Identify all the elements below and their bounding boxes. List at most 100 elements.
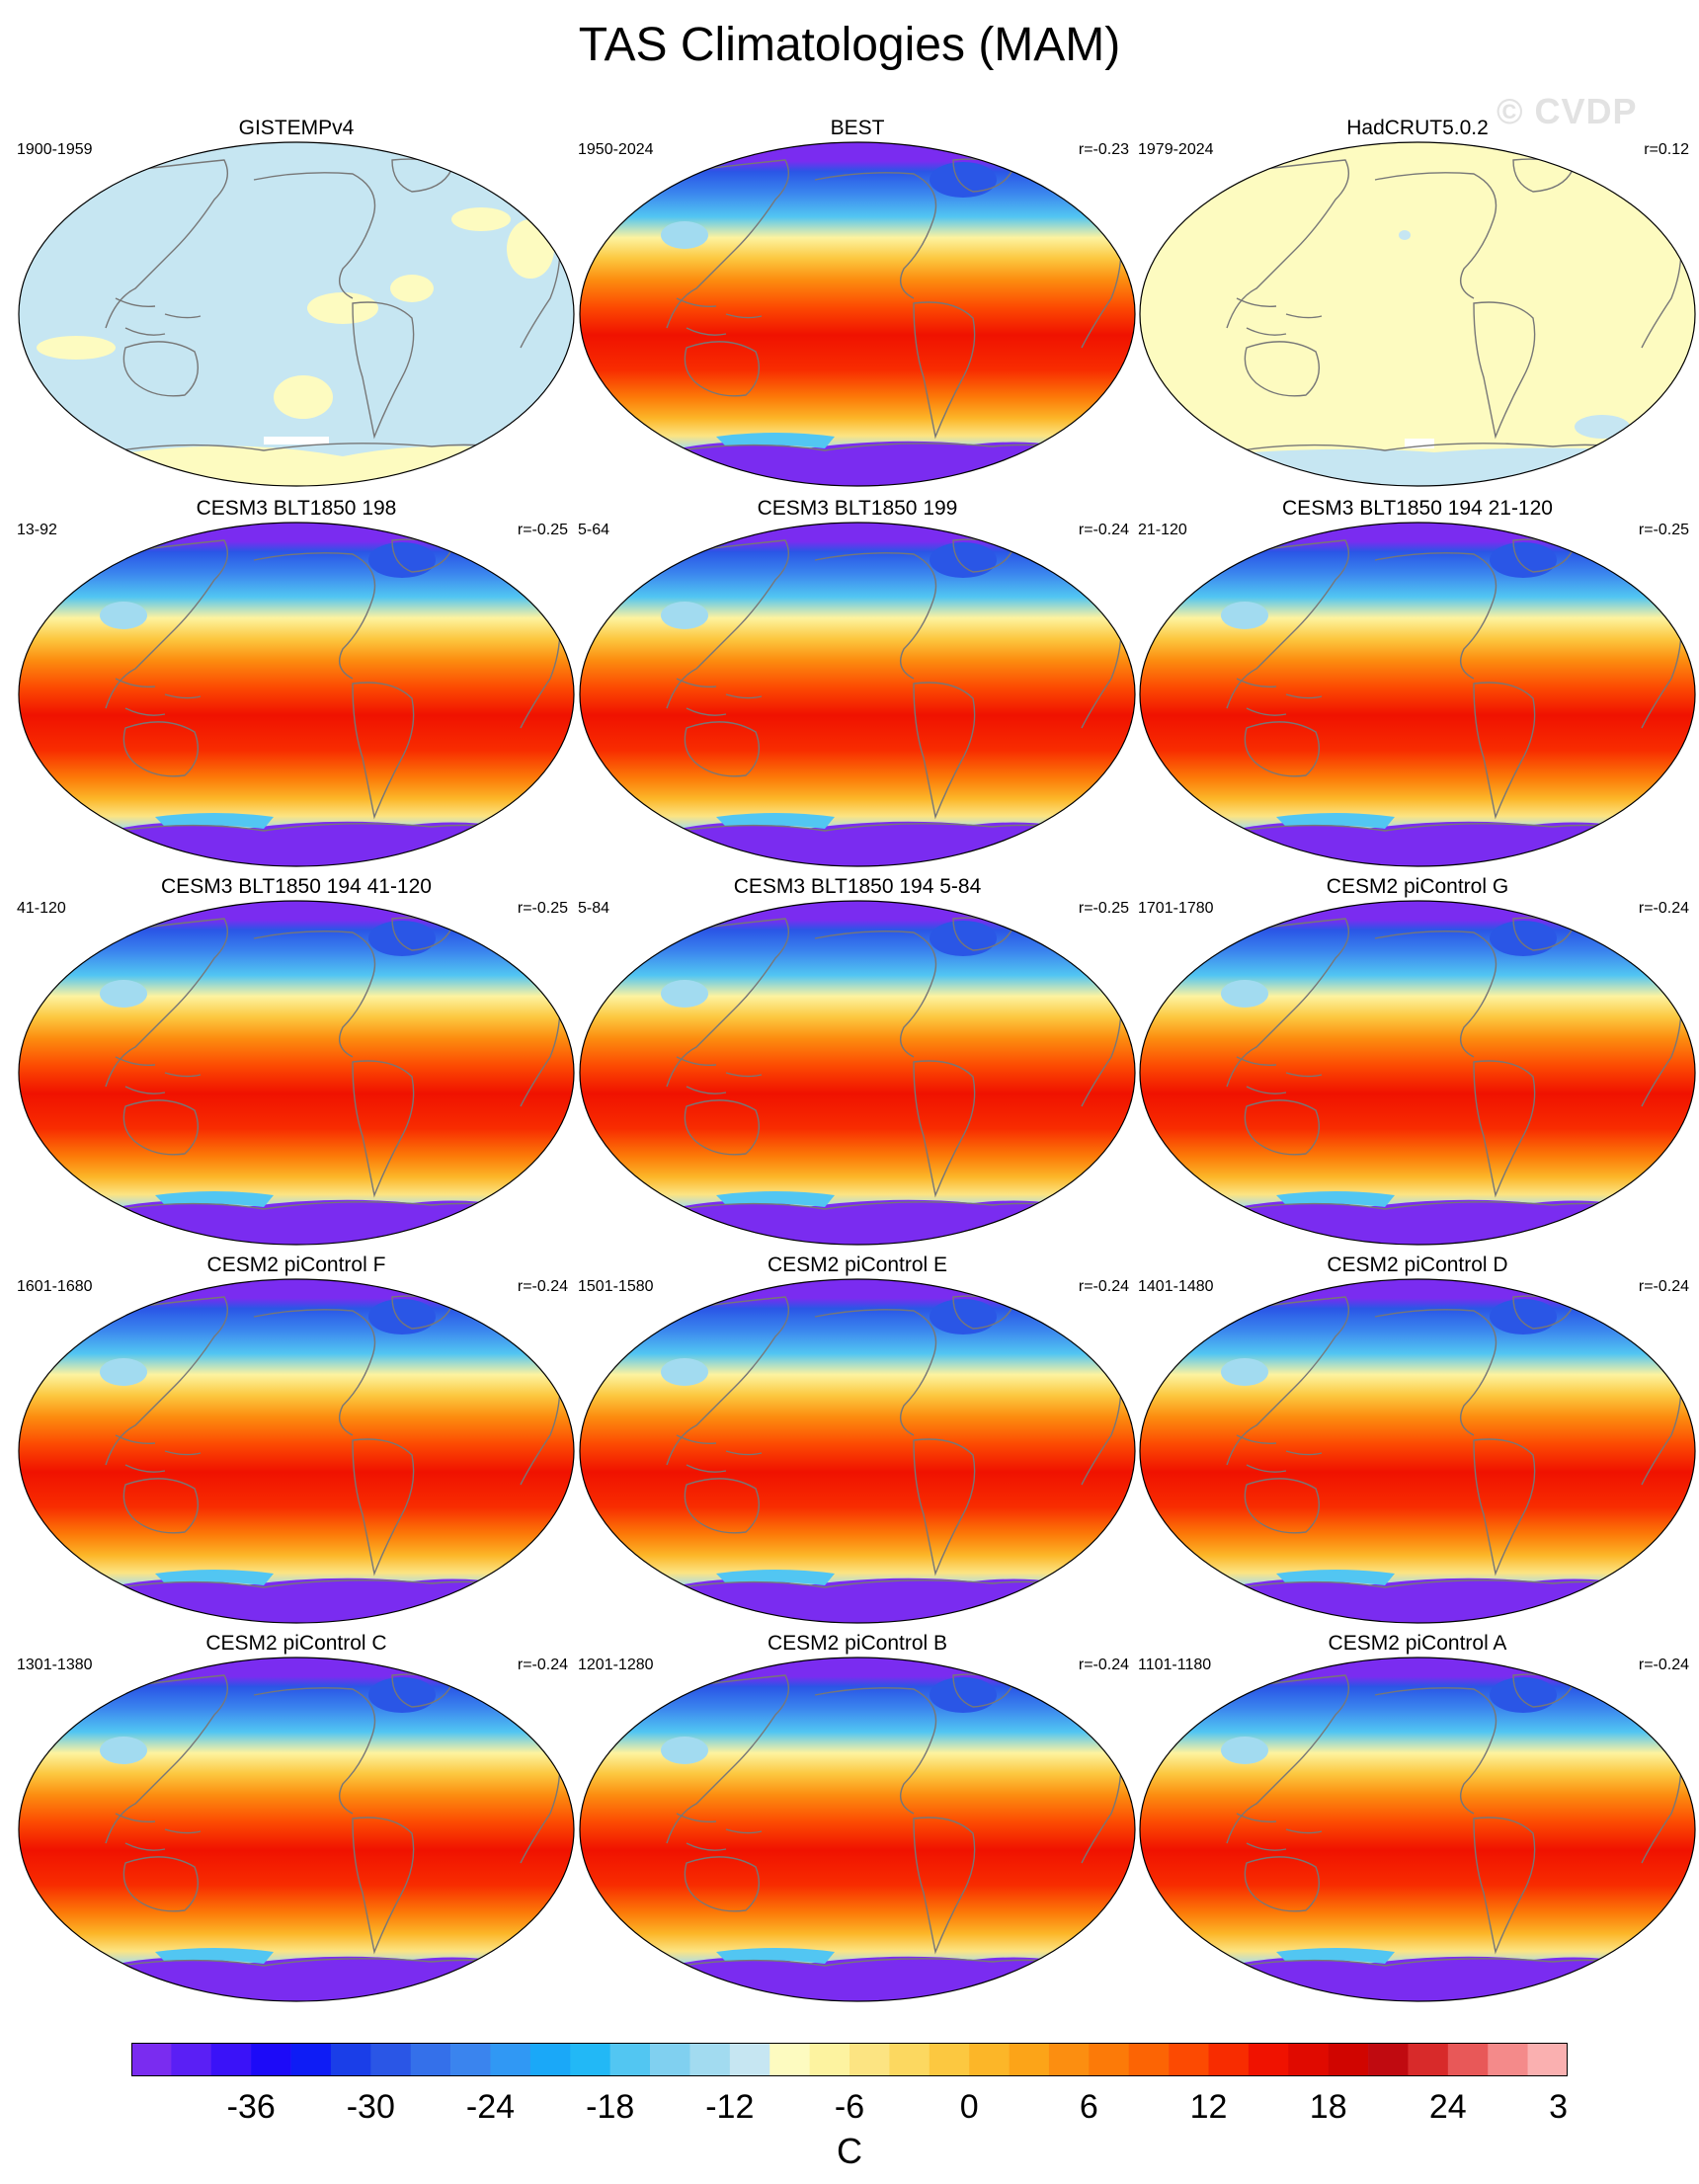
colorbar-swatch [969,2043,1010,2076]
map-panel: HadCRUT5.0.2 1979-2024 r=0.12 [1138,117,1697,492]
cvdp-watermark: © CVDP [1497,91,1638,131]
colorbar-swatch [1208,2043,1250,2076]
colorbar-swatch [1368,2043,1409,2076]
colorbar-swatch [1248,2043,1289,2076]
panel-pattern-correlation: r=-0.24 [517,1278,568,1295]
map-7 [18,900,575,1246]
map-panel: BEST 1950-2024 r=-0.23 [578,117,1137,492]
panel-period: 5-64 [578,522,610,538]
map-8 [579,900,1136,1246]
panel-pattern-correlation: r=0.12 [1644,141,1689,158]
colorbar-swatch [330,2043,371,2076]
colorbar-swatch [490,2043,531,2076]
panel-period: 13-92 [17,522,57,538]
colorbar-swatch [1527,2043,1568,2076]
map-panel: CESM2 piControl D 1401-1480 r=-0.24 [1138,1254,1697,1629]
panel-period: 1979-2024 [1138,141,1214,158]
map-panel: CESM2 piControl C 1301-1380 r=-0.24 [17,1632,576,2007]
colorbar-tick-label: 0 [960,2088,979,2126]
map-panel: CESM2 piControl G 1701-1780 r=-0.24 [1138,875,1697,1251]
colorbar-swatch [131,2043,172,2076]
colorbar-tick-label: -18 [586,2088,634,2126]
colorbar-swatch [450,2043,491,2076]
colorbar-swatch [1048,2043,1090,2076]
panel-period: 1201-1280 [578,1657,654,1673]
map-panel: CESM2 piControl E 1501-1580 r=-0.24 [578,1254,1137,1629]
colorbar-swatch [1128,2043,1170,2076]
map-3 [1139,141,1696,487]
map-panel: CESM2 piControl F 1601-1680 r=-0.24 [17,1254,576,1629]
colorbar-swatch [290,2043,332,2076]
map-11 [579,1278,1136,1624]
panel-pattern-correlation: r=-0.24 [1078,1657,1129,1673]
panel-pattern-correlation: r=-0.23 [1078,141,1129,158]
panel-period: 21-120 [1138,522,1187,538]
colorbar-swatch [609,2043,651,2076]
panel-pattern-correlation: r=-0.25 [517,522,568,538]
panel-title: CESM3 BLT1850 198 [196,497,397,520]
panel-title: CESM2 piControl E [767,1254,948,1276]
panel-pattern-correlation: r=-0.24 [1078,1278,1129,1295]
colorbar-tick-label: 30 [1549,2088,1568,2126]
panel-period: 1101-1180 [1138,1657,1212,1673]
panel-title: CESM3 BLT1850 194 5-84 [733,875,982,898]
panel-title: CESM3 BLT1850 194 21-120 [1282,497,1553,520]
map-panel: CESM3 BLT1850 194 21-120 21-120 r=-0.25 [1138,497,1697,872]
colorbar-swatch [729,2043,770,2076]
map-14 [579,1657,1136,2002]
colorbar-swatch [929,2043,970,2076]
colorbar-swatch [809,2043,850,2076]
colorbar-swatch [171,2043,212,2076]
colorbar-swatch [529,2043,571,2076]
colorbar-tick-label: -30 [347,2088,395,2126]
colorbar-swatch [889,2043,930,2076]
colorbar-swatch [410,2043,451,2076]
panel-period: 1501-1580 [578,1278,654,1295]
panel-period: 1950-2024 [578,141,654,158]
map-10 [18,1278,575,1624]
panel-title: HadCRUT5.0.2 [1346,117,1489,139]
panel-pattern-correlation: r=-0.24 [1078,522,1129,538]
panel-period: 1701-1780 [1138,900,1214,917]
panel-pattern-correlation: r=-0.24 [1638,900,1689,917]
panel-period: 1601-1680 [17,1278,93,1295]
colorbar-tick-label: 24 [1429,2088,1467,2126]
panel-title: CESM2 piControl C [205,1632,387,1655]
panel-title: CESM3 BLT1850 194 41-120 [161,875,432,898]
panel-pattern-correlation: r=-0.24 [517,1657,568,1673]
colorbar-swatch [1089,2043,1130,2076]
map-9 [1139,900,1696,1246]
map-12 [1139,1278,1696,1624]
colorbar-tick-label: 6 [1080,2088,1098,2126]
map-panel: CESM3 BLT1850 198 13-92 r=-0.25 [17,497,576,872]
panel-title: GISTEMPv4 [238,117,355,139]
panel-title: CESM2 piControl B [767,1632,948,1655]
map-13 [18,1657,575,2002]
map-1 [18,141,575,487]
colorbar-swatch [1169,2043,1209,2076]
panel-pattern-correlation: r=-0.25 [1638,522,1689,538]
panel-period: 41-120 [17,900,66,917]
panel-title: CESM3 BLT1850 199 [757,497,958,520]
panel-period: 1301-1380 [17,1657,93,1673]
map-panel: GISTEMPv4 1900-1959 [17,117,576,492]
panel-pattern-correlation: r=-0.24 [1638,1278,1689,1295]
colorbar-tick-label: -24 [466,2088,515,2126]
colorbar-swatch [570,2043,610,2076]
colorbar-swatch [689,2043,731,2076]
colorbar-tick-label: -6 [835,2088,864,2126]
map-5 [579,522,1136,867]
panel-period: 1401-1480 [1138,1278,1214,1295]
panel-title: BEST [830,117,885,139]
colorbar-tick-label: 18 [1310,2088,1347,2126]
panel-title: CESM2 piControl A [1328,1632,1507,1655]
colorbar-swatch [650,2043,690,2076]
map-4 [18,522,575,867]
map-panel: CESM2 piControl A 1101-1180 r=-0.24 [1138,1632,1697,2007]
colorbar-swatch [850,2043,890,2076]
map-panel: CESM3 BLT1850 194 5-84 5-84 r=-0.25 [578,875,1137,1251]
panel-period: 1900-1959 [17,141,93,158]
colorbar-swatch [1447,2043,1489,2076]
map-panel: CESM2 piControl B 1201-1280 r=-0.24 [578,1632,1137,2007]
colorbar-swatch [1488,2043,1528,2076]
